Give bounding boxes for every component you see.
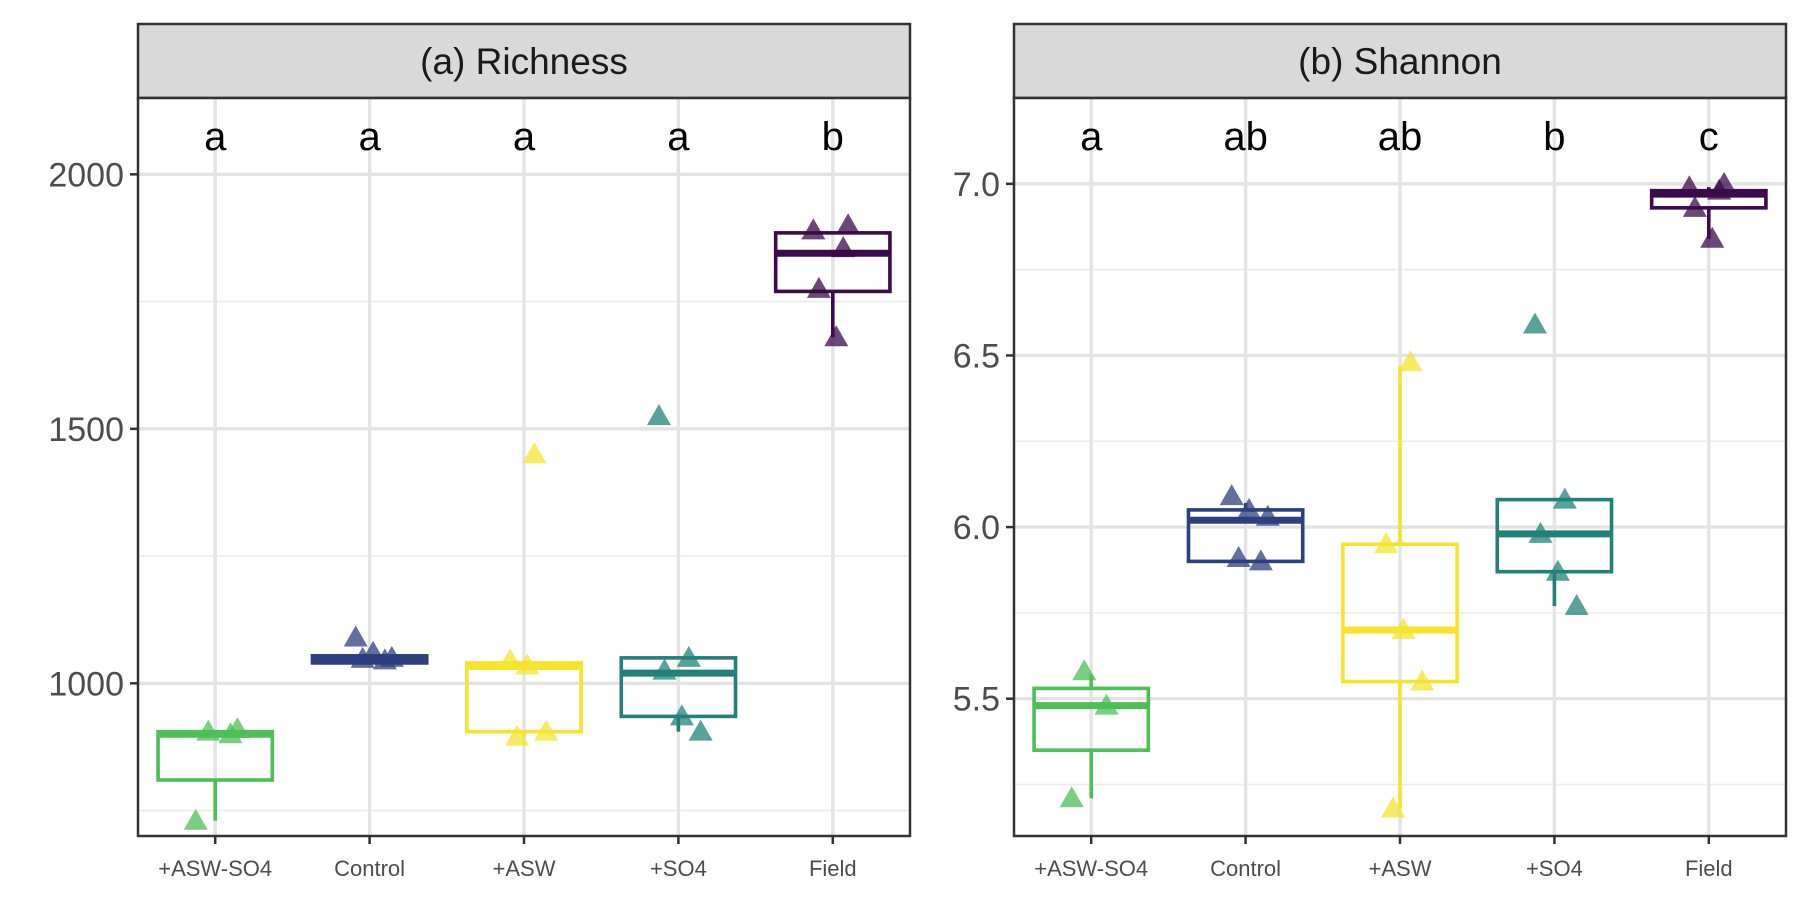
shannon-title: (b) Shannon [1298,41,1502,82]
richness-data-point [505,724,530,746]
richness-data-point [824,325,849,347]
shannon-data-point [1094,693,1119,715]
richness-x-tick-label: Field [809,856,857,881]
richness-data-point [183,808,208,830]
richness-significance-letter: a [204,115,227,159]
shannon-box [1341,542,1459,684]
shannon-strip [1012,22,1788,100]
richness-significance-letter: a [667,115,690,159]
richness-data-point [379,645,404,667]
shannon-data-point [1712,171,1737,193]
shannon-x-tick-label: Control [1210,856,1281,881]
shannon-data-point [1522,312,1547,334]
shannon-significance-letter: c [1699,115,1719,159]
richness-data-point [806,276,831,298]
richness-data-point [688,719,713,741]
richness-data-point [801,218,826,240]
shannon-panel: (b) Shannon a ab ab b c 5.5 6.0 6.5 7.0 +ASW-SO… [953,22,1788,881]
shannon-data-point [1564,594,1589,616]
shannon-box [1032,686,1151,752]
shannon-data-point [1219,484,1244,506]
shannon-y-tick-label: 6.0 [953,509,1000,547]
richness-panel: (a) Richness a a a a b 1000 1500 2000 +ASW-SO4… [48,22,912,881]
richness-data-point [196,719,221,741]
richness-data-point [350,646,375,668]
shannon-x-tick-label: +SO4 [1526,856,1583,881]
richness-gridlines [138,98,910,836]
richness-x-axis: +ASW-SO4 Control +ASW +SO4 Field [158,836,857,881]
richness-title: (a) Richness [420,41,628,82]
richness-data-point [836,213,861,235]
richness-x-tick-label: +SO4 [650,856,707,881]
shannon-y-axis: 5.5 6.0 6.5 7.0 [953,166,1014,719]
shannon-points [1059,171,1737,818]
richness-points [183,213,861,830]
richness-x-tick-label: Control [334,856,405,881]
shannon-data-point [1072,659,1097,681]
shannon-data-point [1700,226,1725,248]
shannon-x-axis: +ASW-SO4 Control +ASW +SO4 Field [1034,836,1733,881]
richness-y-axis: 1000 1500 2000 [48,156,138,703]
richness-y-tick-label: 1500 [48,411,124,449]
shannon-y-tick-label: 5.5 [953,681,1000,719]
richness-data-point [534,719,559,741]
shannon-data-point [1528,521,1553,543]
richness-data-point [831,236,856,258]
richness-x-tick-label: +ASW-SO4 [158,856,272,881]
richness-box [773,231,892,294]
richness-data-point [669,704,694,726]
richness-y-tick-label: 2000 [48,156,124,194]
shannon-y-tick-label: 7.0 [953,166,1000,204]
richness-data-point [646,404,671,426]
shannon-data-point [1391,618,1416,640]
shannon-y-tick-label: 6.5 [953,337,1000,375]
richness-strip [136,22,912,100]
shannon-significance-letter: a [1080,115,1103,159]
richness-data-point [522,442,547,464]
shannon-data-point [1237,497,1262,519]
richness-significance-letter: b [822,115,844,159]
shannon-significance-letter: b [1543,115,1565,159]
shannon-x-tick-label: +ASW-SO4 [1034,856,1148,881]
richness-data-point [498,648,523,670]
shannon-significance-letters: a ab ab b c [1080,115,1719,159]
shannon-data-point [1226,545,1251,567]
richness-data-point [652,658,677,680]
shannon-significance-letter: ab [1378,115,1423,159]
shannon-data-point [1682,195,1707,217]
shannon-data-point [1398,350,1423,372]
richness-data-point [361,640,386,662]
shannon-data-point [1248,549,1273,571]
richness-data-point [676,645,701,667]
richness-data-point [225,717,250,739]
richness-significance-letter: a [513,115,536,159]
shannon-x-tick-label: Field [1685,856,1733,881]
shannon-data-point [1255,504,1280,526]
richness-data-point [343,625,368,647]
shannon-data-point [1552,487,1577,509]
shannon-data-point [1545,559,1570,581]
shannon-x-tick-label: +ASW [1369,856,1432,881]
richness-x-tick-label: +ASW [493,856,556,881]
shannon-data-point [1374,532,1399,554]
shannon-data-point [1059,786,1084,808]
shannon-data-point [1381,796,1406,818]
richness-significance-letter: a [358,115,381,159]
richness-y-tick-label: 1000 [48,665,124,703]
shannon-data-point [1410,669,1435,691]
shannon-data-point [1677,175,1702,197]
shannon-significance-letter: ab [1223,115,1268,159]
